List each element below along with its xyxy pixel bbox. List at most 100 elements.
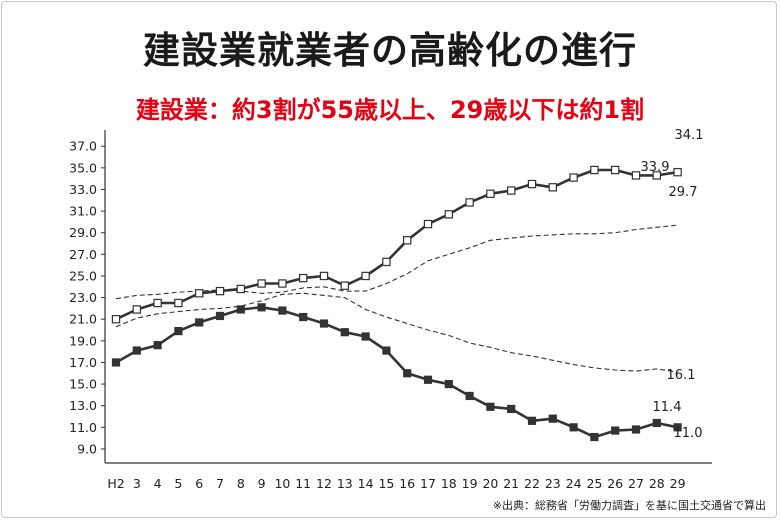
- data-point-filled-square: [403, 369, 412, 378]
- data-point-open-square: [423, 219, 433, 229]
- x-tick-label: 7: [216, 476, 224, 491]
- x-tick-label: 19: [462, 476, 478, 491]
- data-point-filled-square: [611, 426, 620, 435]
- y-tick-label: 31.0: [69, 204, 97, 219]
- data-point-filled-square: [153, 341, 162, 350]
- data-point-open-square: [299, 273, 308, 283]
- data-point-open-square: [569, 173, 578, 182]
- y-tick-label: 11.0: [69, 420, 97, 435]
- x-tick-label: 9: [258, 476, 266, 491]
- data-point-open-square: [465, 198, 474, 207]
- value-annotation: 34.1: [675, 128, 704, 143]
- y-tick-label: 33.0: [69, 182, 97, 197]
- data-point-filled-square: [278, 306, 287, 315]
- y-tick-label: 27.0: [69, 247, 97, 262]
- chart-axes: 9.0 11.0 13.0 15.0 17.0 19.0 21.0 23.0 25.0 27.0 2…: [69, 130, 712, 491]
- data-point-filled-square: [673, 423, 682, 432]
- y-tick-label: 15.0: [69, 377, 97, 392]
- data-point-open-square: [548, 183, 558, 192]
- x-tick-label: 14: [358, 476, 374, 491]
- value-annotation: 11.4: [653, 400, 682, 415]
- data-point-filled-square: [527, 416, 537, 425]
- y-tick-label: 13.0: [69, 398, 97, 413]
- data-point-open-square: [132, 305, 141, 314]
- x-tick-label: 16: [399, 476, 415, 491]
- x-tick-label: 20: [482, 476, 498, 491]
- data-point-filled-square: [299, 312, 308, 322]
- data-point-filled-square: [486, 402, 495, 411]
- value-annotation: 33.9: [641, 160, 670, 175]
- data-point-open-square: [610, 165, 620, 175]
- x-tick-label: H2: [107, 476, 124, 491]
- data-point-filled-square: [631, 425, 641, 434]
- y-tick-label: 21.0: [69, 312, 97, 327]
- x-tick-label: 25: [586, 476, 602, 491]
- data-point-open-square: [382, 257, 391, 267]
- y-tick-label: 25.0: [69, 268, 97, 283]
- data-point-open-square: [319, 271, 329, 281]
- data-point-filled-square: [236, 305, 245, 314]
- data-point-filled-square: [215, 311, 225, 321]
- x-tick-label: 23: [545, 476, 561, 491]
- series-line-2: [115, 224, 678, 300]
- series-lines: [115, 168, 678, 439]
- data-point-filled-square: [174, 326, 183, 336]
- data-point-filled-square: [340, 328, 349, 337]
- chart-title: 建設業就業者の高齢化の進行: [143, 29, 637, 72]
- x-tick-label: 15: [378, 476, 394, 491]
- x-tick-label: 12: [316, 476, 332, 491]
- value-annotation: 11.0: [674, 426, 703, 441]
- x-tick-label: 28: [649, 476, 665, 491]
- data-point-filled-square: [319, 319, 329, 328]
- x-tick-label: 6: [195, 476, 203, 491]
- x-tick-label: 22: [524, 476, 540, 491]
- series-line-1: [115, 168, 678, 321]
- data-point-open-square: [278, 279, 287, 288]
- data-point-filled-square: [548, 414, 557, 423]
- y-tick-label: 17.0: [69, 355, 97, 370]
- data-point-filled-square: [423, 375, 433, 384]
- data-point-open-square: [444, 210, 454, 219]
- data-point-open-square: [215, 286, 225, 296]
- data-point-open-square: [507, 186, 516, 195]
- data-point-open-square: [153, 298, 162, 308]
- x-tick-label: 18: [441, 476, 457, 491]
- x-tick-label: 26: [607, 476, 623, 491]
- data-point-open-square: [590, 165, 599, 175]
- x-tick-label: 24: [566, 476, 582, 491]
- value-annotation: 29.7: [669, 185, 698, 200]
- source-note: ※出典：総務省「労働力調査」を基に国土交通省で算出: [492, 499, 766, 512]
- x-tick-label: 17: [420, 476, 436, 491]
- value-annotation: 16.1: [667, 368, 696, 383]
- data-point-filled-square: [590, 432, 599, 442]
- data-point-open-square: [527, 179, 537, 189]
- x-tick-label: 3: [133, 476, 141, 491]
- y-tick-label: 29.0: [69, 225, 97, 240]
- data-point-open-square: [652, 171, 662, 180]
- data-point-open-square: [111, 315, 121, 324]
- data-point-open-square: [673, 167, 682, 177]
- x-tick-label: 5: [174, 476, 182, 491]
- y-tick-label: 35.0: [69, 160, 97, 175]
- data-point-filled-square: [257, 303, 266, 312]
- x-tick-label: 21: [503, 476, 519, 491]
- x-tick-label: 13: [337, 476, 353, 491]
- x-tick-label: 10: [274, 476, 290, 491]
- data-point-filled-square: [111, 358, 121, 367]
- data-point-filled-square: [569, 423, 578, 432]
- series-markers: [111, 165, 682, 442]
- x-tick-label: 27: [628, 476, 644, 491]
- data-point-filled-square: [361, 332, 370, 341]
- x-tick-label: 11: [295, 476, 311, 491]
- data-point-open-square: [257, 279, 266, 288]
- data-point-filled-square: [465, 391, 474, 401]
- x-tick-label: 29: [670, 476, 686, 491]
- data-point-open-square: [403, 236, 412, 245]
- data-point-open-square: [486, 189, 495, 198]
- series-line-3: [115, 292, 678, 373]
- data-point-open-square: [631, 171, 641, 180]
- data-point-filled-square: [195, 318, 204, 327]
- data-point-filled-square: [444, 379, 453, 389]
- data-point-open-square: [340, 281, 350, 290]
